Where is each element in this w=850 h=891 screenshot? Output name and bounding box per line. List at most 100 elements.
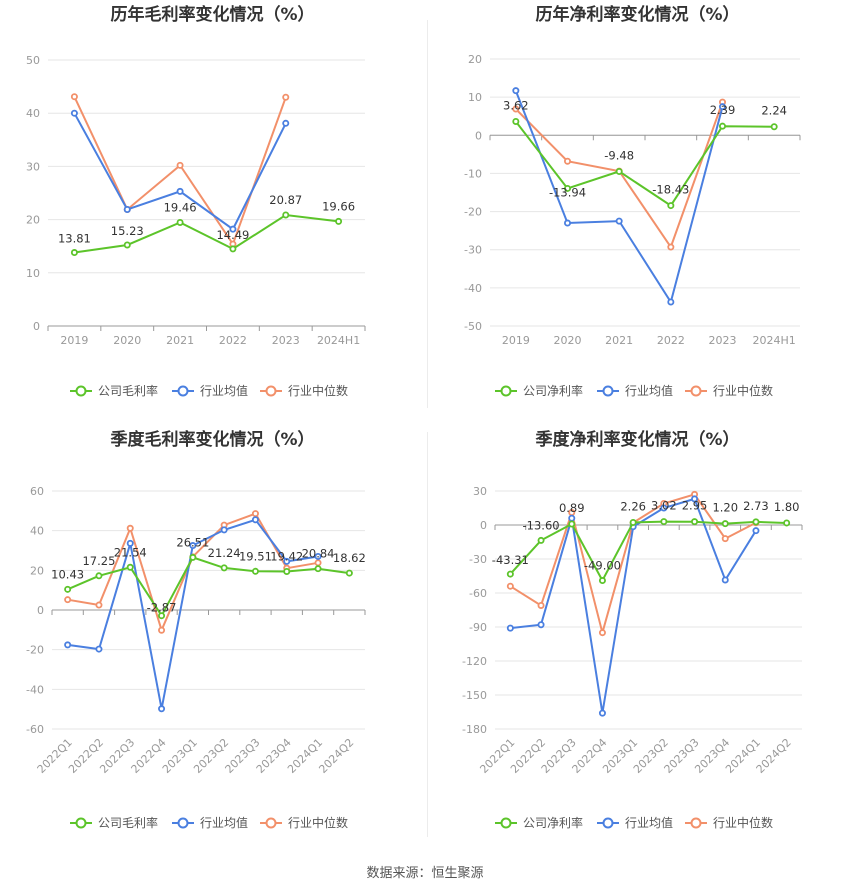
data-label: -13.60 bbox=[523, 518, 560, 532]
data-label: 19.51 bbox=[239, 549, 272, 563]
data-label: 14.49 bbox=[216, 228, 249, 242]
legend-item-median: 行业中位数 bbox=[685, 815, 773, 830]
data-point-company bbox=[667, 202, 675, 210]
data-point-avg bbox=[126, 539, 134, 547]
legend-item-company: 公司毛利率 bbox=[70, 383, 158, 398]
data-point-avg bbox=[70, 109, 78, 117]
data-point-company bbox=[506, 570, 514, 578]
vertical-divider-bottom bbox=[427, 432, 428, 837]
data-label: 3.62 bbox=[503, 98, 529, 112]
data-label: 2.26 bbox=[620, 499, 646, 513]
data-point-avg bbox=[95, 645, 103, 653]
data-point-avg bbox=[158, 705, 166, 713]
data-label: 2.39 bbox=[710, 103, 736, 117]
legend-marker bbox=[177, 817, 189, 829]
x-tick-label: 2020 bbox=[113, 334, 141, 347]
y-tick-label: -180 bbox=[462, 723, 487, 736]
series-line-company bbox=[509, 520, 787, 583]
data-point-avg bbox=[615, 217, 623, 225]
data-label: -2.87 bbox=[147, 601, 177, 615]
data-point-avg bbox=[189, 542, 197, 550]
data-label: -43.31 bbox=[492, 553, 529, 567]
legend-label: 公司净利率 bbox=[523, 383, 583, 398]
y-tick-label: -30 bbox=[464, 244, 482, 257]
data-point-company bbox=[282, 211, 290, 219]
legend-label: 行业均值 bbox=[625, 815, 673, 830]
y-tick-label: 50 bbox=[26, 54, 40, 67]
legend-marker bbox=[690, 817, 702, 829]
data-point-avg bbox=[752, 527, 760, 535]
data-point-avg bbox=[283, 557, 291, 565]
data-point-company bbox=[770, 123, 778, 131]
data-point-company bbox=[512, 117, 520, 125]
y-tick-label: 30 bbox=[26, 160, 40, 173]
data-point-avg bbox=[568, 514, 576, 522]
chart-title: 历年净利率变化情况（%） bbox=[535, 4, 739, 25]
legend-label: 公司毛利率 bbox=[98, 815, 158, 830]
legend-marker bbox=[75, 385, 87, 397]
data-point-company bbox=[691, 518, 699, 526]
data-point-avg bbox=[314, 552, 322, 560]
data-point-median bbox=[70, 93, 78, 101]
y-tick-label: 10 bbox=[468, 91, 482, 104]
data-point-median bbox=[314, 559, 322, 567]
y-tick-label: -150 bbox=[462, 689, 487, 702]
y-tick-label: -50 bbox=[464, 320, 482, 333]
x-tick-label: 2024H1 bbox=[753, 334, 796, 347]
data-point-company bbox=[251, 567, 259, 575]
x-tick-label: 2021 bbox=[166, 334, 194, 347]
y-tick-label: -30 bbox=[469, 553, 487, 566]
data-point-avg bbox=[667, 298, 675, 306]
data-point-company bbox=[660, 518, 668, 526]
data-source-footer: 数据来源：恒生聚源 bbox=[366, 866, 484, 881]
data-point-company bbox=[176, 218, 184, 226]
data-point-company bbox=[220, 564, 228, 572]
y-tick-label: 60 bbox=[30, 485, 44, 498]
data-label: 19.66 bbox=[322, 199, 355, 213]
data-point-median bbox=[126, 524, 134, 532]
data-point-avg bbox=[718, 103, 726, 111]
data-point-avg bbox=[251, 516, 259, 524]
data-label: 0.89 bbox=[559, 501, 585, 515]
data-point-company bbox=[718, 122, 726, 130]
data-point-avg bbox=[123, 205, 131, 213]
legend-item-avg: 行业均值 bbox=[597, 383, 673, 398]
data-point-avg bbox=[220, 526, 228, 534]
data-label: 15.23 bbox=[111, 224, 144, 238]
data-point-median bbox=[563, 157, 571, 165]
legend-marker bbox=[500, 385, 512, 397]
y-tick-label: 40 bbox=[26, 107, 40, 120]
data-point-avg bbox=[64, 641, 72, 649]
data-point-avg bbox=[563, 219, 571, 227]
legend-marker bbox=[177, 385, 189, 397]
legend-item-avg: 行业均值 bbox=[172, 815, 248, 830]
data-point-company bbox=[568, 520, 576, 528]
data-point-median bbox=[537, 601, 545, 609]
data-point-avg bbox=[691, 495, 699, 503]
legend-marker bbox=[602, 385, 614, 397]
y-tick-label: -60 bbox=[26, 723, 44, 736]
data-point-median bbox=[667, 243, 675, 251]
data-point-median bbox=[721, 535, 729, 543]
data-label: 26.51 bbox=[176, 535, 209, 549]
legend-label: 公司毛利率 bbox=[98, 383, 158, 398]
y-tick-label: -10 bbox=[464, 167, 482, 180]
data-label: 13.81 bbox=[58, 232, 91, 246]
y-tick-label: -40 bbox=[26, 683, 44, 696]
data-point-avg bbox=[721, 576, 729, 584]
legend-marker bbox=[500, 817, 512, 829]
data-point-company bbox=[598, 577, 606, 585]
data-label: 10.43 bbox=[51, 567, 84, 581]
data-point-company bbox=[783, 519, 791, 527]
data-point-company bbox=[70, 249, 78, 257]
data-point-avg bbox=[506, 624, 514, 632]
data-point-company bbox=[229, 245, 237, 253]
y-tick-label: 0 bbox=[37, 604, 44, 617]
legend-item-median: 行业中位数 bbox=[260, 383, 348, 398]
data-point-company bbox=[752, 518, 760, 526]
data-label: 18.62 bbox=[333, 551, 366, 565]
legend-item-company: 公司净利率 bbox=[495, 383, 583, 398]
y-tick-label: -60 bbox=[469, 587, 487, 600]
data-label: 21.54 bbox=[114, 545, 147, 559]
